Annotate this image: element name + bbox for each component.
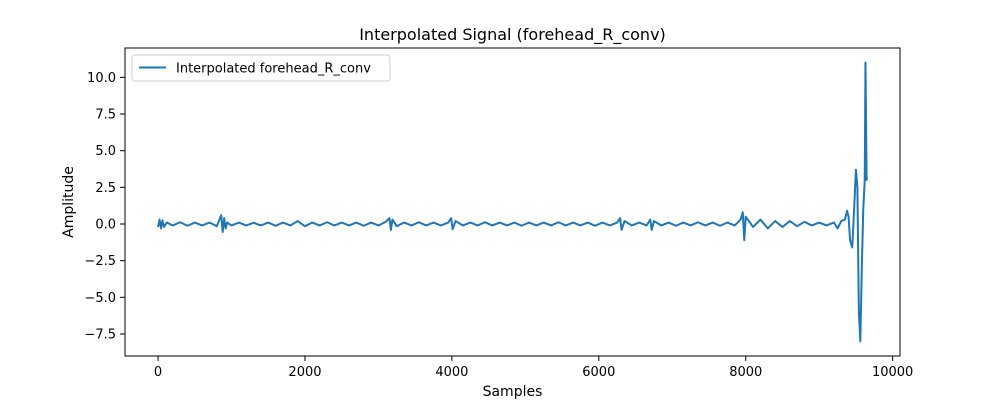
chart-title: Interpolated Signal (forehead_R_conv) bbox=[359, 25, 666, 45]
y-tick-label: 2.5 bbox=[95, 181, 116, 196]
y-tick-label: 0.0 bbox=[95, 218, 116, 233]
x-axis-ticks: 0 2000 4000 6000 8000 10000 bbox=[154, 356, 913, 380]
x-tick-label: 8000 bbox=[729, 365, 762, 380]
legend-box bbox=[131, 54, 391, 82]
y-axis-ticks: −7.5 −5.0 −2.5 0.0 2.5 5.0 7.5 10.0 bbox=[84, 71, 125, 343]
x-axis-label: Samples bbox=[483, 384, 543, 400]
y-tick-label: 10.0 bbox=[87, 71, 116, 86]
y-axis-label: Amplitude bbox=[61, 166, 77, 238]
y-tick-label: −7.5 bbox=[84, 328, 116, 343]
legend: Interpolated forehead_R_conv bbox=[131, 54, 391, 82]
series-layer bbox=[157, 61, 868, 343]
x-tick-label: 6000 bbox=[582, 365, 615, 380]
plot-area bbox=[124, 47, 901, 357]
x-tick-label: 0 bbox=[154, 365, 162, 380]
legend-label: Interpolated forehead_R_conv bbox=[176, 62, 371, 77]
y-tick-label: −2.5 bbox=[84, 254, 116, 269]
x-tick-label: 4000 bbox=[435, 365, 468, 380]
x-tick-label: 10000 bbox=[872, 365, 913, 380]
x-tick-label: 2000 bbox=[288, 365, 321, 380]
series-line bbox=[157, 61, 868, 343]
y-tick-label: 5.0 bbox=[95, 144, 116, 159]
y-tick-label: −5.0 bbox=[84, 291, 116, 306]
plot-frame bbox=[124, 47, 901, 357]
y-tick-label: 7.5 bbox=[95, 108, 116, 123]
